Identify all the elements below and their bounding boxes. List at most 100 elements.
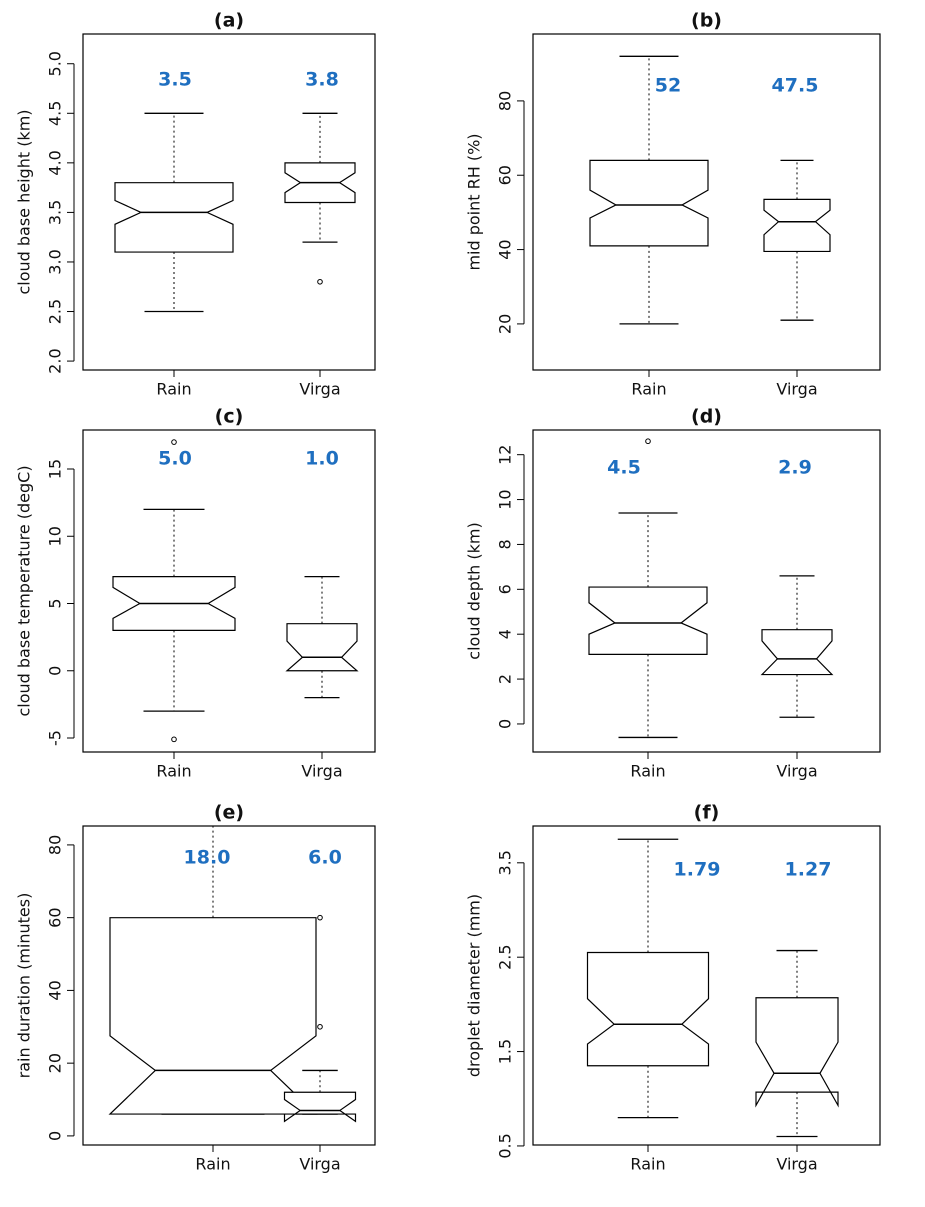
box [763, 198, 831, 253]
y-tick-label: 10 [46, 526, 65, 546]
annotation: 4.5 [607, 457, 641, 479]
y-tick-label: 8 [496, 539, 515, 549]
y-tick-label: 4.0 [46, 150, 65, 175]
y-tick-label: 2.5 [46, 299, 65, 324]
y-axis-label: cloud depth (km) [465, 522, 484, 659]
box [589, 159, 709, 247]
plot-frame [532, 825, 881, 1146]
box [755, 997, 839, 1108]
plot-frame [82, 33, 376, 371]
outlier [317, 1023, 323, 1030]
outlier [317, 278, 323, 285]
x-tick-label: Rain [195, 1155, 230, 1174]
plot-frame [82, 825, 376, 1146]
x-tick-label: Virga [301, 762, 342, 781]
plot-area [588, 438, 834, 739]
box [108, 917, 318, 1115]
y-tick-label: 5 [46, 598, 65, 608]
panel: (b) mid point RH (%) 20 40 60 80 Rain 52 Virga 47… [465, 10, 881, 399]
y-tick-label: 20 [46, 1053, 65, 1073]
plot-area [114, 112, 356, 313]
x-tick-label: Rain [631, 380, 666, 399]
y-tick-label: -5 [46, 730, 65, 746]
y-tick-label: 4.5 [46, 101, 65, 126]
annotation: 3.5 [158, 69, 192, 91]
panel: (c) cloud base temperature (degC) -5 0 5 10 15… [15, 406, 376, 781]
box [283, 1091, 357, 1123]
box [586, 951, 710, 1067]
y-tick-label: 1.5 [496, 1039, 515, 1064]
plot-area [108, 826, 357, 1123]
y-axis-label: cloud base temperature (degC) [15, 465, 34, 716]
y-tick-label: 0 [46, 1131, 65, 1141]
plot-frame [532, 429, 881, 753]
annotation: 2.9 [778, 457, 812, 479]
box [114, 182, 234, 253]
panel: (f) droplet diameter (mm) 0.5 1.5 2.5 3.5 Rain… [465, 802, 881, 1174]
annotation: 5.0 [158, 448, 192, 470]
y-tick-label: 3.0 [46, 249, 65, 274]
y-tick-label: 60 [46, 907, 65, 927]
outlier [171, 736, 177, 743]
box [285, 623, 359, 672]
plot-frame [82, 429, 376, 753]
y-tick-label: 2.5 [496, 944, 515, 969]
outlier [645, 438, 651, 445]
plot-area [589, 55, 831, 325]
y-tick-label: 3.5 [46, 200, 65, 225]
y-tick-label: 80 [46, 835, 65, 855]
panel: (d) cloud depth (km) 0 2 4 6 8 10 12 Rain 4.5 Virga… [465, 406, 881, 781]
y-tick-label: 6 [496, 584, 515, 594]
panel: (e) rain duration (minutes) 0 20 40 60 80 Rain 1… [15, 802, 376, 1174]
y-tick-label: 20 [496, 314, 515, 334]
x-tick-label: Rain [630, 762, 665, 781]
x-tick-label: Rain [156, 762, 191, 781]
x-tick-label: Rain [630, 1155, 665, 1174]
annotation: 47.5 [772, 75, 819, 97]
annotation: 18.0 [184, 847, 231, 869]
x-tick-label: Rain [156, 380, 191, 399]
panel-title: (d) [691, 406, 722, 428]
annotation: 52 [655, 75, 681, 97]
y-tick-label: 2 [496, 674, 515, 684]
outlier [171, 439, 177, 445]
panel-title: (c) [215, 406, 244, 428]
x-tick-label: Virga [776, 762, 817, 781]
annotation: 6.0 [308, 847, 342, 869]
y-tick-label: 3.5 [496, 850, 515, 875]
x-tick-label: Virga [299, 1155, 340, 1174]
y-tick-label: 0.5 [496, 1133, 515, 1158]
y-tick-label: 60 [496, 165, 515, 185]
annotation: 3.8 [305, 69, 339, 91]
y-tick-label: 4 [496, 629, 515, 639]
y-tick-label: 5.0 [46, 51, 65, 76]
plot-area [112, 439, 359, 743]
panel-title: (e) [214, 802, 244, 824]
x-tick-label: Virga [299, 380, 340, 399]
panel-title: (a) [214, 10, 244, 32]
y-tick-label: 2.0 [46, 348, 65, 373]
annotation: 1.0 [305, 448, 339, 470]
y-tick-label: 0 [46, 666, 65, 676]
y-axis-label: cloud base height (km) [15, 109, 34, 294]
panel: (a) cloud base height (km) 2.0 2.5 3.0 3.5 4.0… [15, 10, 376, 399]
y-axis-label: rain duration (minutes) [15, 893, 34, 1079]
panel-title: (f) [694, 802, 720, 824]
y-axis-label: mid point RH (%) [465, 133, 484, 270]
outlier [317, 914, 323, 921]
y-tick-label: 10 [496, 489, 515, 509]
y-tick-label: 80 [496, 91, 515, 111]
y-tick-label: 15 [46, 459, 65, 479]
plot-area [586, 838, 839, 1138]
y-tick-label: 40 [46, 980, 65, 1000]
x-tick-label: Virga [776, 1155, 817, 1174]
annotation: 1.79 [674, 859, 721, 881]
annotation: 1.27 [785, 859, 832, 881]
y-tick-label: 12 [496, 445, 515, 465]
box [588, 586, 708, 655]
panel-title: (b) [691, 10, 722, 32]
plot-frame [532, 33, 881, 371]
y-tick-label: 0 [496, 719, 515, 729]
box [760, 629, 834, 676]
